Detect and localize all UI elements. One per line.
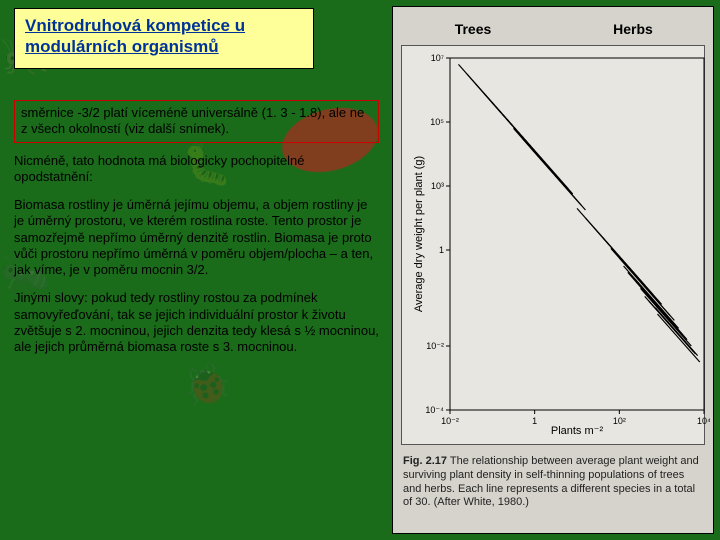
figure-header-row: Trees Herbs [393,7,713,41]
chart-area: 10⁻⁴10⁻²110³10⁵10⁷10⁻²110²10⁴Average dry… [401,45,705,445]
svg-text:Average dry weight per plant (: Average dry weight per plant (g) [413,156,425,312]
outlined-text: směrnice -3/2 platí víceméně universálně… [21,105,364,136]
col-header-trees: Trees [393,7,553,41]
svg-text:10⁻²: 10⁻² [426,341,444,351]
svg-text:10⁵: 10⁵ [430,117,444,127]
outlined-paragraph: směrnice -3/2 platí víceméně universálně… [14,100,379,143]
svg-text:10⁷: 10⁷ [431,54,444,63]
svg-text:10⁻²: 10⁻² [441,416,459,426]
caption-text: The relationship between average plant w… [403,455,699,508]
figure-caption: Fig. 2.17 The relationship between avera… [393,451,713,518]
svg-text:10⁻⁴: 10⁻⁴ [425,405,444,415]
svg-text:Plants m⁻²: Plants m⁻² [551,425,604,437]
paragraph-3: Biomasa rostliny je úměrná jejímu objemu… [14,197,379,278]
paragraph-2: Nicméně, tato hodnota má biologicky poch… [14,153,379,186]
chart-svg: 10⁻⁴10⁻²110³10⁵10⁷10⁻²110²10⁴Average dry… [410,54,710,438]
svg-text:10⁴: 10⁴ [697,416,710,426]
svg-text:10²: 10² [613,416,626,426]
svg-text:1: 1 [439,245,444,255]
col-header-herbs: Herbs [553,7,713,41]
paragraph-4: Jinými slovy: pokud tedy rostliny rostou… [14,290,379,355]
title-line-1: Vnitrodruhová kompetice u [25,15,303,36]
title-box: Vnitrodruhová kompetice u modulárních or… [14,8,314,69]
svg-text:1: 1 [532,416,537,426]
figure-panel: Trees Herbs 10⁻⁴10⁻²110³10⁵10⁷10⁻²110²10… [392,6,714,534]
body-text-region: směrnice -3/2 platí víceméně universálně… [14,100,379,520]
title-line-2: modulárních organismů [25,36,303,57]
svg-text:10³: 10³ [431,181,444,191]
caption-lead: Fig. 2.17 [403,455,447,467]
